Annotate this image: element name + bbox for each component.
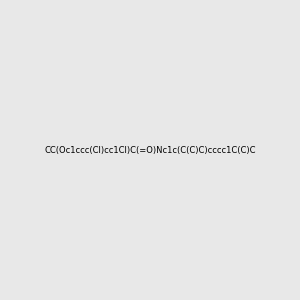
Text: CC(Oc1ccc(Cl)cc1Cl)C(=O)Nc1c(C(C)C)cccc1C(C)C: CC(Oc1ccc(Cl)cc1Cl)C(=O)Nc1c(C(C)C)cccc1…	[44, 146, 256, 154]
